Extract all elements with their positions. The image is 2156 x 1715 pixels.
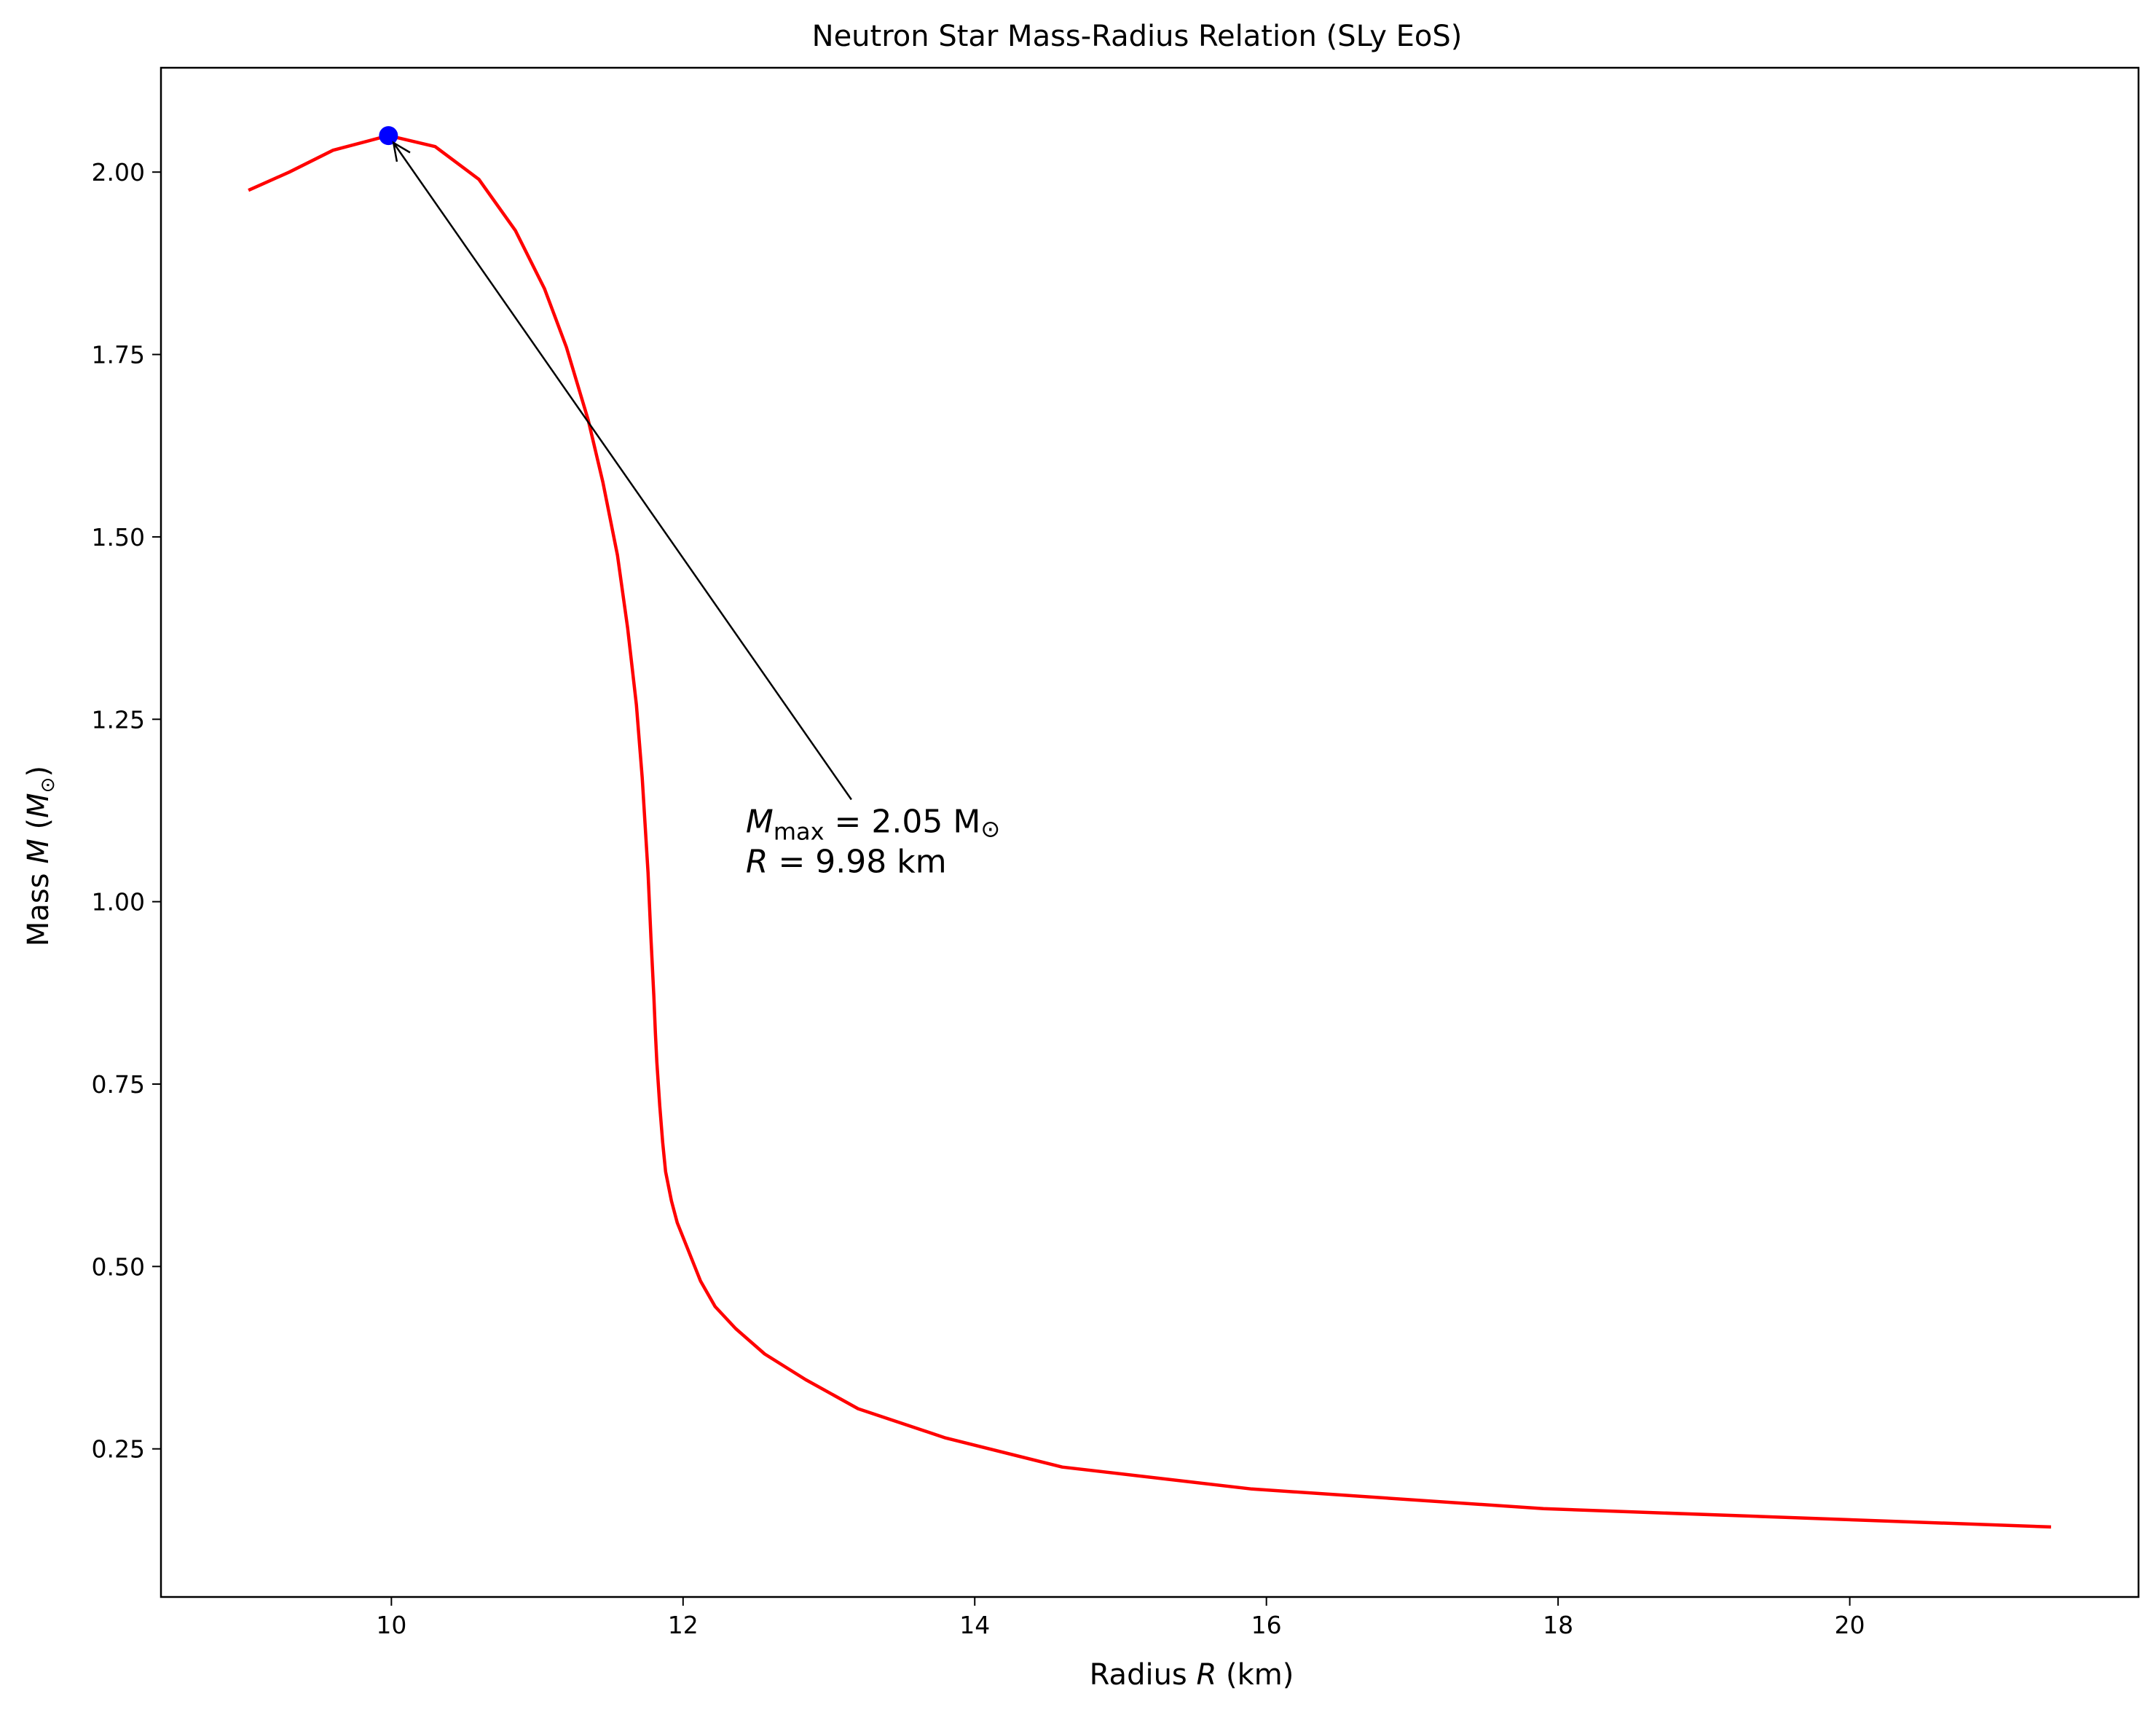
x-axis-label-prefix: Radius bbox=[1090, 1658, 1197, 1692]
annotation-max-mass-value: = 2.05 M bbox=[825, 804, 981, 841]
y-tick-label: 0.50 bbox=[92, 1252, 145, 1281]
x-axis-label: Radius R (km) bbox=[1090, 1658, 1294, 1692]
x-axis-label-suffix: (km) bbox=[1216, 1658, 1294, 1692]
y-tick-label: 1.50 bbox=[92, 523, 145, 552]
y-axis-label-close: ) bbox=[22, 766, 55, 777]
annotation-arrow-head bbox=[392, 141, 411, 162]
y-tick-label: 1.00 bbox=[92, 888, 145, 917]
annotation-max-mass-sym: ⊙ bbox=[980, 815, 1000, 843]
y-tick-label: 1.75 bbox=[92, 341, 145, 369]
y-axis-label-open: ( bbox=[22, 818, 55, 839]
annotation-radius-value: = 9.98 km bbox=[768, 844, 946, 881]
y-tick-label: 1.25 bbox=[92, 705, 145, 734]
plot-area bbox=[248, 126, 2051, 1529]
annotation-arrow-line bbox=[393, 142, 852, 801]
y-axis: 0.25 0.50 0.75 1.00 1.25 1.50 1.75 2.00 bbox=[92, 158, 161, 1464]
y-tick-label: 2.00 bbox=[92, 158, 145, 187]
y-axis-label-prefix: Mass bbox=[22, 864, 55, 946]
annotation-max-mass-var: M bbox=[746, 804, 774, 841]
series-line bbox=[248, 133, 2051, 1529]
y-tick-label: 0.75 bbox=[92, 1070, 145, 1099]
x-tick-label: 16 bbox=[1251, 1611, 1282, 1639]
y-tick-label: 0.25 bbox=[92, 1435, 145, 1464]
y-axis-label: Mass M (M⊙) bbox=[22, 766, 59, 946]
annotation-radius-var: R bbox=[746, 844, 768, 881]
annotation-radius: R = 9.98 km bbox=[746, 844, 947, 881]
x-tick-label: 18 bbox=[1543, 1611, 1573, 1639]
chart-title: Neutron Star Mass-Radius Relation (SLy E… bbox=[812, 20, 1463, 53]
x-tick-label: 20 bbox=[1835, 1611, 1865, 1639]
x-tick-label: 10 bbox=[376, 1611, 406, 1639]
x-tick-label: 14 bbox=[959, 1611, 990, 1639]
annotation-max-mass: Mmax = 2.05 M⊙ bbox=[746, 804, 1000, 846]
plot-frame bbox=[160, 66, 2140, 1598]
x-tick-label: 12 bbox=[668, 1611, 699, 1639]
y-axis-label-var: M bbox=[22, 839, 55, 864]
y-axis-label-unit: M bbox=[22, 793, 55, 818]
y-axis-label-sub: ⊙ bbox=[37, 777, 59, 793]
x-axis: 10 12 14 16 18 20 bbox=[376, 1597, 1865, 1639]
x-axis-label-var: R bbox=[1196, 1658, 1216, 1692]
max-mass-point bbox=[379, 126, 398, 146]
annotation-max-mass-sub: max bbox=[774, 818, 825, 846]
